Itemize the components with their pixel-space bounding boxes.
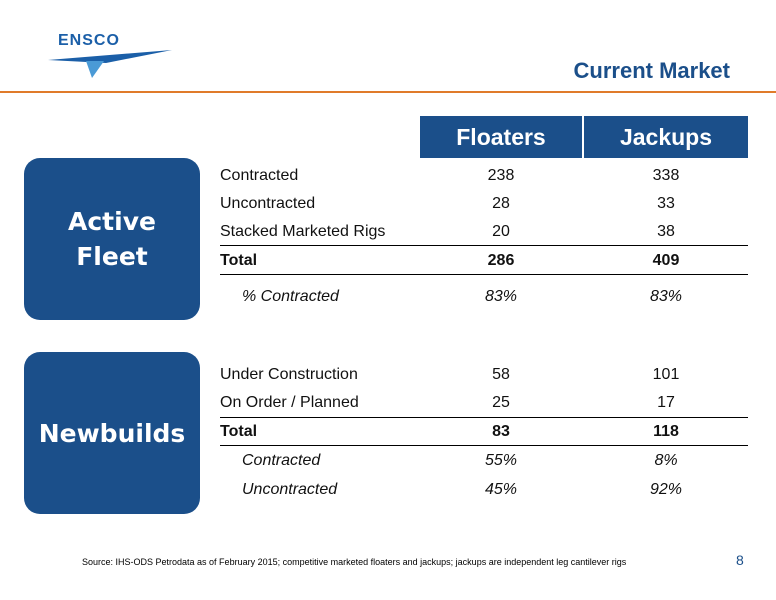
table-row: Stacked Marketed Rigs 20 38 (220, 218, 748, 246)
jackups-value: 338 (652, 167, 680, 184)
table-divider (220, 245, 748, 246)
jackups-value: 83% (649, 288, 683, 305)
row-label: Total (220, 252, 258, 269)
column-header-jackups: Jackups (584, 116, 748, 158)
floaters-value: 20 (492, 223, 510, 240)
table-divider (220, 417, 748, 418)
ensco-logo: ENSCO (46, 32, 176, 82)
source-note: Source: IHS-ODS Petrodata as of February… (82, 557, 627, 567)
page-title: Current Market (573, 58, 730, 83)
logo-swoosh-icon (48, 50, 172, 78)
jackups-value: 409 (652, 252, 680, 269)
floaters-value: 286 (487, 252, 515, 269)
floaters-value: 28 (492, 195, 510, 212)
table-row: On Order / Planned 25 17 (220, 389, 748, 417)
newbuilds-box: Newbuilds (24, 352, 200, 514)
row-label: Stacked Marketed Rigs (220, 223, 386, 240)
table-divider (220, 274, 748, 275)
jackups-value: 101 (652, 366, 680, 383)
table-row-total: Total 83 118 (220, 418, 748, 446)
floaters-value: 83 (492, 423, 510, 440)
row-label: Total (220, 423, 258, 440)
row-label: Contracted (242, 452, 321, 469)
table-divider (220, 445, 748, 446)
table-row-percent: % Contracted 83% 83% (220, 283, 748, 311)
floaters-value: 58 (492, 366, 510, 383)
table-row-percent: Contracted 55% 8% (220, 447, 748, 475)
table-row: Uncontracted 28 33 (220, 190, 748, 218)
table-row: Contracted 238 338 (220, 162, 748, 190)
row-label: Uncontracted (242, 481, 338, 498)
jackups-value: 8% (654, 452, 678, 469)
page-number: 8 (736, 552, 744, 568)
row-label: Under Construction (220, 366, 358, 383)
table-row-total: Total 286 409 (220, 247, 748, 275)
row-label: Contracted (220, 167, 299, 184)
floaters-value: 83% (484, 288, 518, 305)
table-row: Under Construction 58 101 (220, 361, 748, 389)
column-header-floaters: Floaters (420, 116, 582, 158)
jackups-value: 17 (657, 394, 675, 411)
active-fleet-label: Active Fleet (68, 207, 156, 271)
jackups-value: 118 (653, 423, 679, 440)
table-row-percent: Uncontracted 45% 92% (220, 476, 748, 504)
row-label: On Order / Planned (220, 394, 359, 411)
row-label: % Contracted (242, 288, 339, 305)
row-label: Uncontracted (220, 195, 316, 212)
floaters-value: 45% (484, 481, 518, 498)
jackups-value: 92% (649, 481, 683, 498)
jackups-value: 38 (657, 223, 675, 240)
logo-text: ENSCO (58, 32, 120, 49)
active-fleet-box: Active Fleet (24, 158, 200, 320)
floaters-value: 55% (484, 452, 518, 469)
header-divider (0, 91, 776, 93)
jackups-value: 33 (657, 195, 675, 212)
newbuilds-label: Newbuilds (38, 418, 186, 448)
floaters-value: 25 (492, 394, 510, 411)
floaters-value: 238 (487, 167, 515, 184)
